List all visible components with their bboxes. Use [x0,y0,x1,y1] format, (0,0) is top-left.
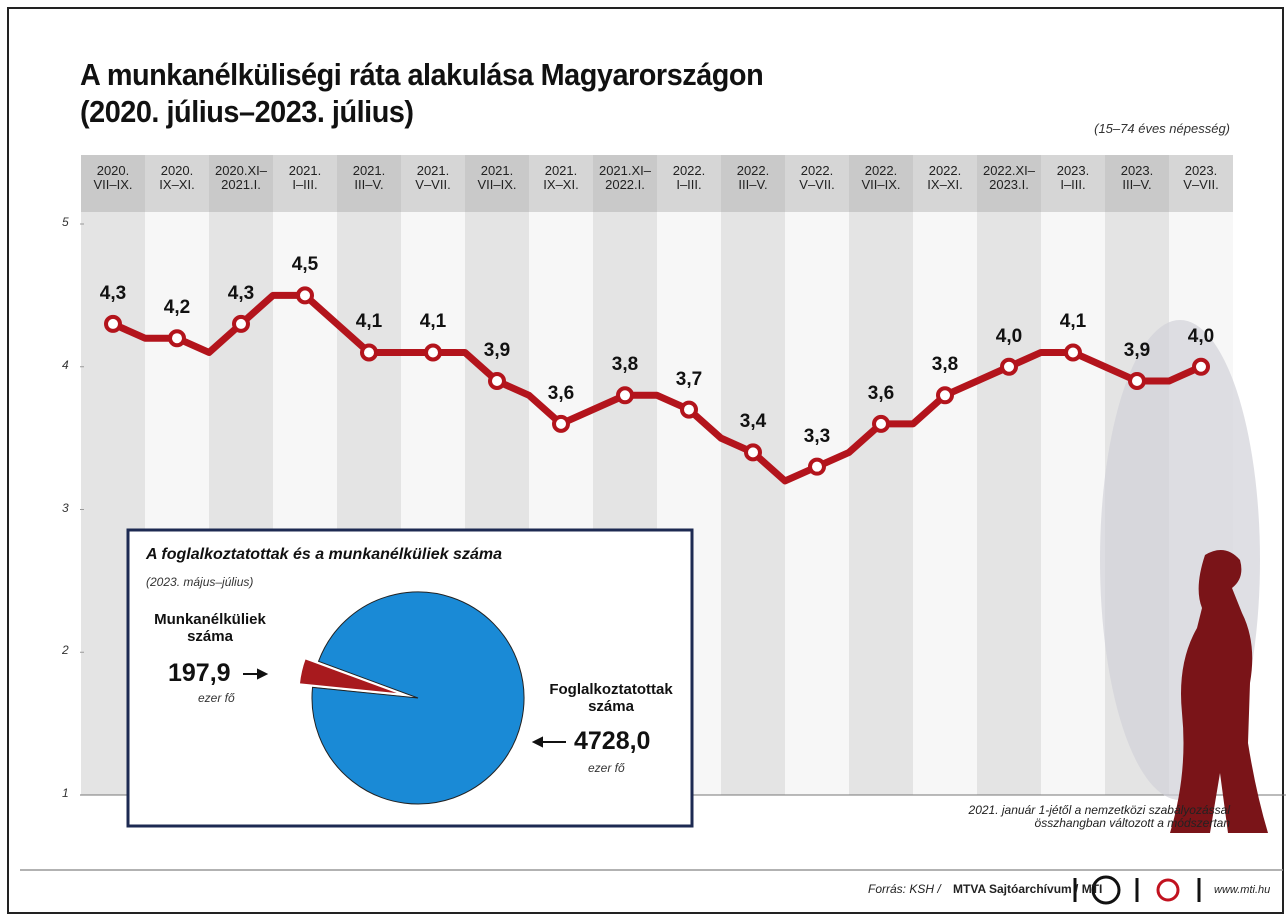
data-point [426,345,440,359]
data-point [362,345,376,359]
data-label: 3,6 [851,384,911,405]
y-tick-label: 1 [62,787,69,800]
slice-unit: ezer fő [198,692,235,705]
data-label: 4,1 [339,312,399,333]
x-tick-label: 2023. V–VII. [1161,164,1241,193]
slice-value: 197,9 [168,660,231,688]
y-tick-label: 4 [62,359,69,372]
data-point [1194,360,1208,374]
data-point [234,317,248,331]
column-stripe [721,212,785,795]
logo [1158,880,1178,900]
slice-value: 4728,0 [574,728,650,756]
data-point [1130,374,1144,388]
inset-title: A foglalkoztatottak és a munkanélküliek … [146,546,502,564]
column-stripe [913,212,977,795]
data-label: 4,3 [211,284,271,305]
data-label: 3,7 [659,370,719,391]
data-label: 3,9 [1107,341,1167,362]
data-point [106,317,120,331]
data-label: 4,0 [979,327,1039,348]
slice-name: Munkanélküliek száma [140,612,280,645]
data-point [554,417,568,431]
footnote: 2021. január 1-jétől a nemzetközi szabál… [969,804,1230,830]
data-point [938,388,952,402]
data-point [682,403,696,417]
data-label: 3,3 [787,427,847,448]
website: www.mti.hu [1214,884,1270,896]
source-org: MTVA Sajtóarchívum / MTI [953,883,1102,896]
slice-unit: ezer fő [588,762,625,775]
pie-slice [312,592,524,804]
y-tick-label: 3 [62,502,69,515]
chart-title: A munkanélküliségi ráta alakulása Magyar… [80,56,763,130]
data-point [810,460,824,474]
data-label: 4,2 [147,298,207,319]
data-label: 3,8 [595,355,655,376]
y-tick-label: 5 [62,216,69,229]
data-point [298,288,312,302]
data-label: 4,5 [275,255,335,276]
chart-subtitle: (15–74 éves népesség) [1094,122,1230,136]
data-label: 4,3 [83,284,143,305]
source-label: Forrás: KSH / [868,883,941,896]
data-label: 3,8 [915,355,975,376]
slice-name: Foglalkoztatottak száma [536,682,686,715]
y-tick-label: 2 [62,644,69,657]
data-point [874,417,888,431]
data-point [170,331,184,345]
data-point [1002,360,1016,374]
data-point [490,374,504,388]
column-stripe [977,212,1041,795]
data-label: 3,4 [723,412,783,433]
column-stripe [849,212,913,795]
data-label: 4,0 [1171,327,1231,348]
data-label: 3,9 [467,341,527,362]
data-label: 3,6 [531,384,591,405]
inset-subtitle: (2023. május–július) [146,576,253,589]
column-stripe [1041,212,1105,795]
data-label: 4,1 [1043,312,1103,333]
page: A munkanélküliségi ráta alakulása Magyar… [0,0,1286,919]
data-point [618,388,632,402]
chart [0,0,1286,919]
data-point [746,445,760,459]
column-stripe [785,212,849,795]
data-label: 4,1 [403,312,463,333]
data-point [1066,345,1080,359]
